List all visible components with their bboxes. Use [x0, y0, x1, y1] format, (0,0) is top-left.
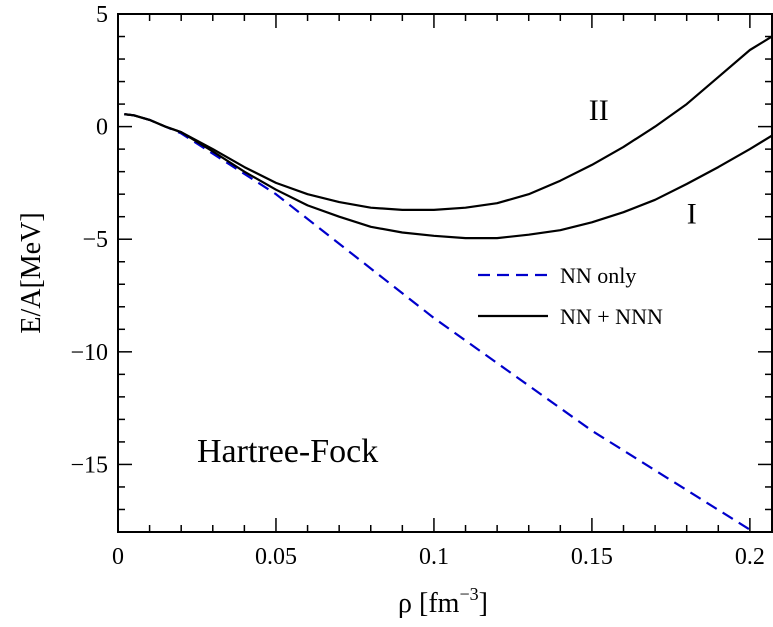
y-tick-label: −15 — [70, 452, 108, 478]
x-tick-label: 0.05 — [255, 544, 297, 570]
y-axis-title: E/A[MeV] — [16, 212, 47, 333]
plot-frame — [117, 13, 773, 533]
x-tick-label: 0 — [112, 544, 124, 570]
y-tick-label: 5 — [96, 2, 108, 28]
x-axis-title-tail: ] — [479, 588, 488, 619]
series-nn-only-line — [124, 113, 756, 532]
series-nn-nnn-i-line — [124, 113, 772, 240]
method-annotation: Hartree-Fock — [197, 433, 378, 470]
tick-labels: 0 0.05 0.1 0.15 0.2 5 0 −5 −10 −15 — [70, 2, 764, 570]
legend: NN only NN + NNN — [478, 263, 663, 329]
legend-label-nn-only: NN only — [560, 263, 636, 288]
legend-label-nn-nnn: NN + NNN — [560, 304, 663, 329]
y-tick-label: −5 — [82, 227, 108, 253]
x-axis-title-main: ρ [fm — [398, 588, 460, 619]
series-nn-nnn-ii-line — [124, 35, 772, 211]
y-tick-label: 0 — [96, 115, 108, 141]
x-axis-title-exponent: −3 — [459, 584, 478, 604]
y-tick-label: −10 — [70, 340, 108, 366]
curve-label-ii: II — [589, 94, 609, 127]
curve-label-i: I — [687, 197, 697, 230]
x-tick-label: 0.15 — [571, 544, 613, 570]
series-layer — [124, 35, 772, 532]
x-tick-label: 0.2 — [735, 544, 765, 570]
x-tick-label: 0.1 — [419, 544, 449, 570]
axis-ticks — [117, 13, 772, 533]
x-axis-title: ρ [fm−3] — [398, 584, 488, 619]
